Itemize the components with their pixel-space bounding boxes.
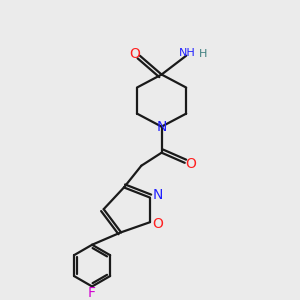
Text: H: H xyxy=(199,49,207,59)
Text: O: O xyxy=(186,157,196,171)
Text: NH: NH xyxy=(179,48,196,58)
Text: N: N xyxy=(156,120,167,134)
Text: O: O xyxy=(153,217,164,231)
Text: N: N xyxy=(153,188,163,202)
Text: F: F xyxy=(88,286,95,300)
Text: O: O xyxy=(129,47,140,61)
